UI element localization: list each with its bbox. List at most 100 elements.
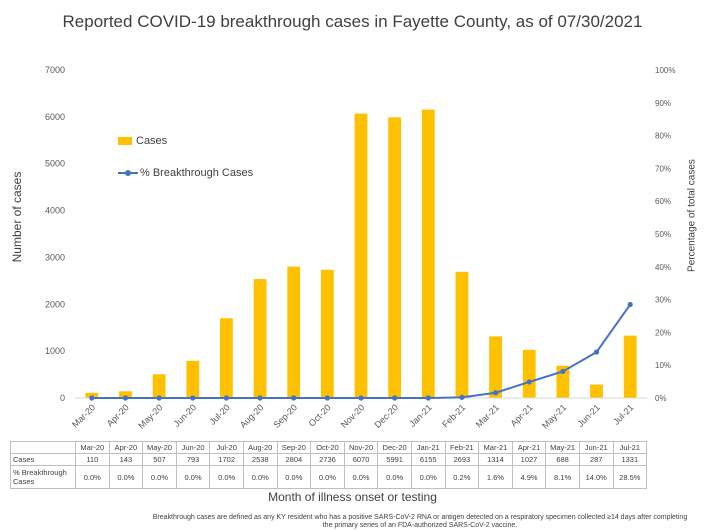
point-pct-breakthrough: [459, 394, 465, 400]
x-tick-label: Dec-20: [372, 402, 400, 430]
point-pct-breakthrough: [593, 349, 600, 355]
legend-swatch-line: [118, 166, 138, 180]
data-table-pct-cell: 0.0%: [343, 465, 379, 489]
data-table-cases-cell: 1314: [478, 453, 513, 466]
y2-tick-label: 100%: [655, 66, 675, 75]
x-tick-label: Jul-21: [611, 402, 635, 426]
data-table-cases-cell: 688: [545, 453, 580, 466]
y2-tick-label: 60%: [655, 197, 671, 206]
point-pct-breakthrough: [89, 395, 95, 401]
data-table-row-label: Cases: [10, 453, 76, 466]
data-table-month-cell: Apr-20: [108, 441, 144, 454]
data-table-month-cell: May-20: [142, 441, 177, 454]
data-table-cases-cell: 287: [578, 453, 614, 466]
data-table-pct-cell: 8.1%: [545, 465, 580, 489]
data-table-pct-cell: 0.0%: [276, 465, 312, 489]
data-table-pct-cell: 0.0%: [175, 465, 211, 489]
data-table-month-cell: May-21: [545, 441, 580, 454]
y-tick-label: 1000: [45, 346, 65, 356]
y2-tick-label: 90%: [655, 99, 671, 108]
data-table-month-cell: Dec-20: [377, 441, 412, 454]
data-table-cases-cell: 2804: [276, 453, 312, 466]
data-table-month-cell: Jun-20: [175, 441, 211, 454]
y-tick-label: 5000: [45, 159, 65, 169]
data-table-pct-cell: 0.0%: [209, 465, 244, 489]
legend-item-pct: % Breakthrough Cases: [118, 165, 253, 181]
x-tick-label: Oct-20: [307, 402, 333, 428]
y2-tick-label: 70%: [655, 164, 671, 173]
y2-axis-label: Percentage of total cases: [686, 159, 698, 272]
x-tick-label: Nov-20: [339, 402, 367, 430]
data-table-month-cell: Jul-20: [209, 441, 244, 454]
legend-item-cases: Cases: [118, 133, 253, 149]
data-table: Mar-20 Apr-20 May-20 Jun-20 Jul-20 Aug-20 Sep-…: [10, 441, 648, 489]
data-table-pct-cell: 0.0%: [377, 465, 412, 489]
x-tick-label: Apr-20: [105, 402, 131, 428]
data-table-month-cell: Mar-20: [75, 441, 110, 454]
bar-cases: [421, 109, 435, 398]
x-tick-label: Mar-20: [70, 402, 97, 429]
data-table-month-cell: Feb-21: [444, 441, 480, 454]
x-tick-label: Jan-21: [407, 402, 434, 429]
data-table-pct-cell: 0.0%: [142, 465, 177, 489]
data-table-cases-cell: 110: [75, 453, 110, 466]
point-pct-breakthrough: [560, 368, 566, 375]
data-table-pct-cell: 4.9%: [511, 465, 547, 489]
data-table-pct-cell: 0.0%: [310, 465, 345, 489]
point-pct-breakthrough: [223, 395, 230, 401]
bar-cases: [287, 266, 301, 398]
data-table-header: Mar-20 Apr-20 May-20 Jun-20 Jul-20 Aug-20 Sep-…: [10, 441, 648, 454]
bar-cases: [623, 335, 637, 398]
x-tick-label: Sep-20: [272, 402, 300, 430]
data-table-pct-cell: 0.0%: [410, 465, 446, 489]
x-tick-label: May-20: [136, 402, 164, 430]
data-table-month-cell: Apr-21: [511, 441, 547, 454]
y-tick-label: 4000: [45, 206, 65, 216]
x-tick-label: Mar-21: [474, 402, 501, 429]
bar-cases: [220, 318, 233, 398]
data-table-cases-cell: 6070: [343, 453, 379, 466]
data-table-corner: [10, 441, 76, 454]
y2-tick-label: 0%: [655, 394, 667, 403]
bar-cases: [320, 269, 334, 398]
data-table-pct-cell: 0.0%: [242, 465, 278, 489]
data-table-cases-cell: 2736: [310, 453, 345, 466]
data-table-row-cases: Cases 110 143 507 793 1702 2538 2804 2736 6070 599…: [10, 453, 648, 466]
x-tick-label: Aug-20: [238, 402, 266, 430]
data-table-pct-cell: 14.0%: [578, 465, 614, 489]
y-tick-label: 7000: [45, 65, 65, 75]
y2-tick-label: 20%: [655, 328, 671, 337]
data-table-month-cell: Mar-21: [478, 441, 513, 454]
footnote: Breakthrough cases are defined as any KY…: [152, 514, 688, 529]
bar-cases: [489, 336, 502, 398]
data-table-month-cell: Sep-20: [276, 441, 312, 454]
y-tick-label: 6000: [45, 112, 65, 122]
y-tick-label: 2000: [45, 299, 65, 309]
point-pct-breakthrough: [257, 395, 263, 401]
point-pct-breakthrough: [324, 395, 330, 401]
point-pct-breakthrough: [425, 395, 431, 401]
y-tick-label: 3000: [45, 252, 65, 262]
x-tick-label: Jul-20: [207, 402, 231, 426]
data-table-pct-cell: 1.6%: [478, 465, 513, 489]
legend-label-pct: % Breakthrough Cases: [140, 167, 254, 179]
bar-cases: [253, 279, 267, 398]
data-table-cases-cell: 507: [142, 453, 177, 466]
y2-tick-label: 10%: [655, 361, 671, 370]
y2-tick-label: 40%: [655, 263, 671, 272]
y2-tick-label: 80%: [655, 132, 671, 141]
point-pct-breakthrough: [358, 395, 364, 401]
x-axis-label: Month of illness onset or testing: [268, 490, 437, 504]
point-pct-breakthrough: [392, 395, 398, 401]
point-pct-breakthrough: [526, 379, 532, 385]
bar-cases: [556, 365, 570, 398]
data-table-month-cell: Jun-21: [578, 441, 614, 454]
legend-label-cases: Cases: [136, 135, 168, 147]
data-table-cases-cell: 1331: [612, 453, 648, 466]
data-table-month-cell: Aug-20: [242, 441, 278, 454]
chart-title: Reported COVID-19 breakthrough cases in …: [62, 12, 643, 31]
data-table-month-cell: Oct-20: [310, 441, 345, 454]
bar-cases: [186, 360, 200, 398]
point-pct-breakthrough: [291, 395, 297, 401]
y-axis-label: Number of cases: [10, 171, 24, 263]
